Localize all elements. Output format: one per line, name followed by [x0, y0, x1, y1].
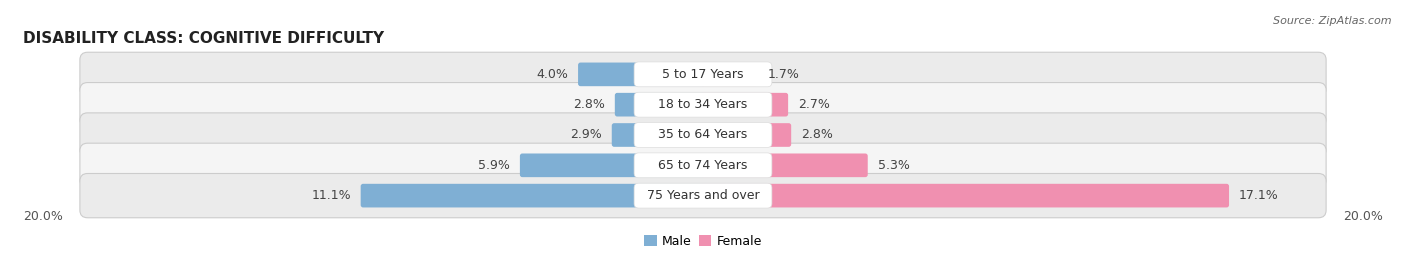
FancyBboxPatch shape	[634, 92, 772, 117]
Text: Source: ZipAtlas.com: Source: ZipAtlas.com	[1274, 16, 1392, 26]
Text: 2.8%: 2.8%	[574, 98, 605, 111]
FancyBboxPatch shape	[361, 184, 706, 207]
FancyBboxPatch shape	[80, 174, 1326, 218]
FancyBboxPatch shape	[700, 153, 868, 177]
FancyBboxPatch shape	[634, 123, 772, 147]
Text: 2.9%: 2.9%	[571, 129, 602, 141]
FancyBboxPatch shape	[634, 62, 772, 87]
Text: 4.0%: 4.0%	[537, 68, 568, 81]
FancyBboxPatch shape	[520, 153, 706, 177]
FancyBboxPatch shape	[80, 83, 1326, 127]
Text: 1.7%: 1.7%	[768, 68, 799, 81]
Text: 18 to 34 Years: 18 to 34 Years	[658, 98, 748, 111]
FancyBboxPatch shape	[634, 183, 772, 208]
Text: 20.0%: 20.0%	[1343, 210, 1382, 223]
Text: 17.1%: 17.1%	[1239, 189, 1278, 202]
Text: 2.8%: 2.8%	[801, 129, 832, 141]
FancyBboxPatch shape	[80, 143, 1326, 187]
FancyBboxPatch shape	[80, 113, 1326, 157]
Text: 5.3%: 5.3%	[877, 159, 910, 172]
Text: 5.9%: 5.9%	[478, 159, 510, 172]
FancyBboxPatch shape	[700, 184, 1229, 207]
FancyBboxPatch shape	[700, 123, 792, 147]
Legend: Male, Female: Male, Female	[640, 230, 766, 253]
FancyBboxPatch shape	[700, 63, 758, 86]
Text: DISABILITY CLASS: COGNITIVE DIFFICULTY: DISABILITY CLASS: COGNITIVE DIFFICULTY	[24, 31, 384, 46]
Text: 35 to 64 Years: 35 to 64 Years	[658, 129, 748, 141]
Text: 65 to 74 Years: 65 to 74 Years	[658, 159, 748, 172]
Text: 2.7%: 2.7%	[799, 98, 830, 111]
Text: 11.1%: 11.1%	[311, 189, 352, 202]
FancyBboxPatch shape	[578, 63, 706, 86]
Text: 20.0%: 20.0%	[24, 210, 63, 223]
FancyBboxPatch shape	[80, 52, 1326, 96]
FancyBboxPatch shape	[614, 93, 706, 117]
Text: 5 to 17 Years: 5 to 17 Years	[662, 68, 744, 81]
FancyBboxPatch shape	[634, 153, 772, 178]
FancyBboxPatch shape	[612, 123, 706, 147]
FancyBboxPatch shape	[700, 93, 789, 117]
Text: 75 Years and over: 75 Years and over	[647, 189, 759, 202]
